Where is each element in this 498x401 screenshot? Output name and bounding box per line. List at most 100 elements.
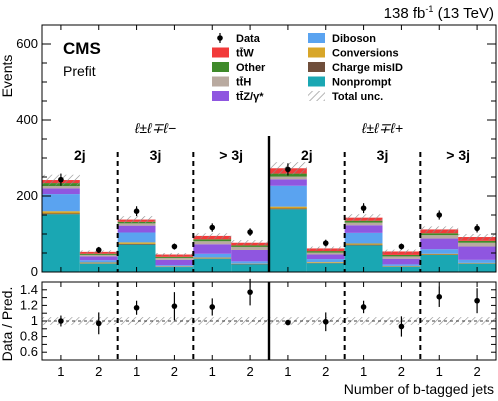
bar-segment (420, 253, 459, 255)
legend-swatch (212, 47, 229, 58)
bar-segment (344, 232, 383, 244)
bar-segment (382, 258, 421, 265)
ratio-y-tick-label: 0.6 (20, 344, 38, 359)
bar-segment (42, 211, 80, 214)
bar-segment (269, 208, 307, 210)
bar-segment (458, 246, 496, 260)
legend-label: Total unc. (332, 91, 383, 103)
bar-segment (117, 232, 156, 243)
x-tick-label: 2 (473, 364, 480, 379)
bar-segment (269, 176, 307, 180)
experiment-label: CMS (63, 39, 101, 58)
bar-segment (193, 244, 232, 254)
bar-segment (155, 265, 194, 267)
data-point (322, 240, 329, 246)
bar-segment (79, 262, 118, 264)
bar-segment (193, 239, 232, 242)
bar-segment (231, 246, 269, 250)
legend-label: Conversions (332, 48, 399, 60)
main-panel: 2j 3j > 3j 2j 3j > 3j ℓ±ℓ∓ℓ− ℓ±ℓ∓ℓ+ 0 200 400 600 (16, 24, 497, 279)
ratio-point (95, 320, 102, 327)
x-tick-label: 2 (246, 364, 253, 379)
bar-segment (155, 257, 194, 260)
legend-label: Diboson (332, 33, 376, 45)
legend-swatch (212, 76, 229, 87)
legend-swatch (212, 91, 229, 101)
data-point (133, 208, 140, 214)
uncertainty-band (155, 253, 194, 257)
bar-segment (420, 254, 459, 272)
legend-label: tt̄H (236, 77, 251, 89)
bar-segment (306, 252, 345, 255)
bar-segment (79, 253, 118, 255)
bar-segment (344, 243, 383, 245)
bar-segment (231, 245, 269, 247)
bar-segment (117, 243, 156, 245)
channel-label: ℓ±ℓ∓ℓ− (134, 120, 176, 136)
legend-swatch (308, 47, 325, 58)
ratio-point (133, 304, 140, 311)
bar-segment (458, 242, 496, 247)
ratio-y-axis-title: Data / Pred. (0, 287, 15, 362)
x-tick-label: 2 (171, 364, 178, 379)
data-point (58, 176, 64, 183)
ratio-point (360, 304, 367, 310)
bar-segment (79, 256, 118, 261)
legend-label: tt̄W (236, 48, 254, 60)
legend-label: tt̄Z/γ* (236, 91, 264, 103)
bar-segment (117, 242, 156, 244)
bar-segment (269, 179, 307, 186)
data-point (247, 229, 253, 235)
bar-segment (344, 220, 383, 223)
bar-segment (79, 254, 118, 257)
bar-segment (193, 253, 232, 258)
y-tick-label: 400 (16, 112, 38, 127)
uncertainty-band (306, 246, 345, 251)
bar-segment (269, 206, 307, 209)
ratio-uncertainty-band (344, 317, 383, 325)
bar-segment (117, 225, 156, 233)
channel-label: ℓ±ℓ∓ℓ+ (361, 120, 403, 136)
bar-segment (306, 259, 345, 263)
x-tick-label: 1 (209, 364, 216, 379)
bar-segment (42, 214, 80, 272)
data-point (285, 166, 291, 173)
bar-segment (420, 249, 459, 254)
data-point (398, 243, 405, 250)
ratio-y-tick-label: 1.4 (20, 282, 38, 297)
x-tick-label: 2 (398, 364, 405, 379)
jet-bin-label: 3j (377, 147, 389, 163)
ratio-y-tick-label: 0.8 (20, 329, 38, 344)
ratio-uncertainty-band (231, 317, 269, 325)
x-tick-label: 2 (322, 364, 329, 379)
ratio-uncertainty-band (458, 317, 496, 325)
bar-segment (306, 262, 345, 263)
legend-label: Data (236, 33, 261, 45)
jet-bin-label: 2j (74, 147, 86, 163)
bar-segment (420, 235, 459, 239)
legend-data-marker (217, 35, 223, 41)
uncertainty-band (458, 234, 496, 241)
legend-hatch-swatch (308, 91, 325, 101)
uncertainty-band (231, 240, 269, 246)
luminosity-label: 138 fb-1 (13 TeV) (384, 4, 494, 22)
legend-swatch (308, 62, 325, 72)
x-tick-label: 1 (360, 364, 367, 379)
bar-segment (344, 225, 383, 233)
uncertainty-band (420, 226, 459, 233)
bar-segment (42, 188, 80, 195)
bar-segment (42, 186, 80, 189)
ratio-point (322, 318, 329, 325)
ratio-point (398, 323, 405, 330)
data-point (436, 212, 443, 218)
bar-segment (269, 185, 307, 207)
bar-segment (344, 222, 383, 226)
jet-bin-label: 3j (150, 147, 162, 163)
x-axis-title: Number of b-tagged jets (344, 381, 494, 397)
legend-label: Charge misID (332, 62, 403, 74)
legend: Data tt̄W Other tt̄H tt̄Z/γ* Diboson Conversio… (212, 33, 403, 103)
x-tick-label: 1 (284, 364, 291, 379)
y-tick-label: 0 (31, 264, 38, 279)
bar-segment (420, 238, 459, 250)
